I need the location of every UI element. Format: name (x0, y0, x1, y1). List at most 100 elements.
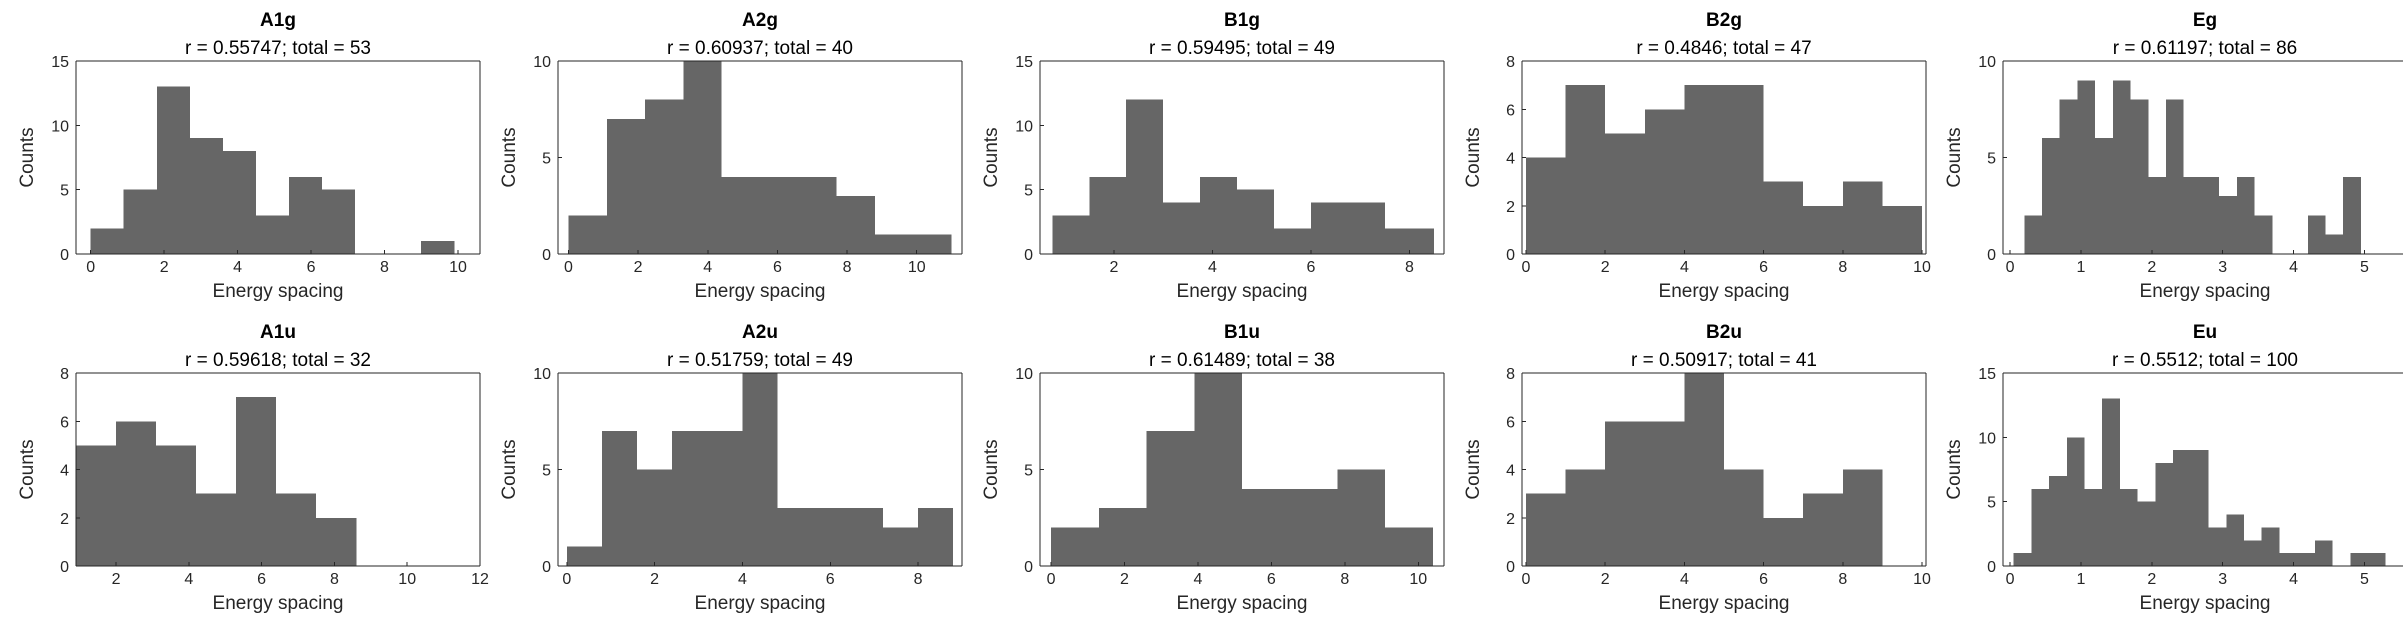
histogram-bar (2190, 450, 2209, 566)
bars (566, 373, 954, 566)
x-tick-label: 2 (160, 259, 169, 276)
chart-panel-eg: 0 1 2 3 4 5 0 5 10 Eg r = 0.61197; total = 86 Energ… (1944, 10, 2403, 302)
y-tick-label: 10 (533, 366, 551, 383)
histogram-bar (2024, 215, 2042, 254)
x-tick-label: 0 (2006, 259, 2015, 276)
chart-title: Eg (2193, 10, 2217, 31)
y-axis-label: Counts (981, 127, 1002, 187)
histogram-bar (1803, 205, 1843, 254)
x-axis-label: Energy spacing (1659, 281, 1790, 302)
x-tick-label: 10 (398, 571, 416, 588)
histogram-bar (1052, 215, 1090, 254)
y-tick-label: 10 (1978, 430, 1996, 447)
x-tick-label: 12 (471, 571, 489, 588)
x-tick-label: 8 (1838, 571, 1847, 588)
y-tick-label: 5 (60, 183, 69, 200)
histogram-bar (2137, 501, 2156, 566)
y-tick-label: 5 (1024, 183, 1033, 200)
x-tick-label: 6 (1759, 259, 1768, 276)
x-tick-label: 4 (703, 259, 712, 276)
x-axis-label: Energy spacing (2140, 281, 2271, 302)
y-tick-label: 0 (542, 559, 551, 576)
y-tick-label: 8 (1506, 366, 1515, 383)
histogram-bar (2307, 215, 2326, 254)
histogram-bar (1525, 493, 1566, 566)
x-tick-label: 2 (2147, 571, 2156, 588)
histogram-bar (566, 546, 602, 566)
histogram-bar (90, 228, 124, 254)
histogram-bar (1051, 527, 1099, 566)
x-tick-label: 6 (1267, 571, 1276, 588)
x-tick-label: 4 (1680, 259, 1689, 276)
bars (2024, 80, 2361, 254)
x-tick-label: 8 (843, 259, 852, 276)
histogram-bar (236, 397, 277, 566)
histogram-bar (683, 61, 722, 254)
bars (90, 86, 455, 254)
x-tick-label: 1 (2077, 571, 2086, 588)
chart-subtitle: r = 0.51759; total = 49 (667, 350, 853, 371)
x-tick-label: 8 (1405, 259, 1414, 276)
histogram-bar (2059, 99, 2078, 254)
histogram-bar (276, 493, 317, 566)
y-tick-label: 6 (1506, 102, 1515, 119)
histogram-bar (1763, 517, 1804, 566)
x-tick-label: 6 (1759, 571, 1768, 588)
histogram-bar (222, 151, 256, 254)
histogram-bar (1385, 527, 1433, 566)
histogram-bar (1098, 508, 1147, 566)
y-tick-label: 0 (60, 559, 69, 576)
chart-title: B1g (1224, 10, 1260, 31)
x-tick-label: 1 (2077, 259, 2086, 276)
histogram-bar (606, 118, 646, 255)
histogram-bar (1724, 85, 1764, 254)
histogram-bar (196, 493, 237, 566)
x-tick-label: 8 (1838, 259, 1847, 276)
histogram-bar (2112, 80, 2131, 254)
histogram-bar (2350, 553, 2369, 566)
histogram-bar (847, 508, 883, 566)
x-tick-label: 4 (1208, 259, 1217, 276)
y-tick-label: 10 (533, 54, 551, 71)
y-tick-label: 6 (60, 414, 69, 431)
histogram-bar (882, 527, 919, 566)
x-tick-label: 10 (1913, 571, 1931, 588)
histogram-bar (2102, 398, 2120, 566)
histogram-bar (568, 215, 607, 254)
x-tick-label: 4 (1193, 571, 1202, 588)
histogram-bar (2279, 553, 2298, 566)
x-tick-label: 4 (1680, 571, 1689, 588)
histogram-bar (2166, 99, 2184, 254)
y-tick-label: 15 (51, 54, 69, 71)
histogram-bar (1644, 421, 1685, 566)
histogram-bar (123, 189, 157, 254)
histogram-bar (1525, 157, 1566, 254)
histogram-bar (1565, 469, 1606, 566)
x-tick-label: 0 (1522, 571, 1531, 588)
histogram-bar (1684, 373, 1724, 566)
histogram-bar (2155, 463, 2174, 566)
y-axis-label: Counts (981, 439, 1002, 499)
x-tick-label: 6 (307, 259, 316, 276)
x-tick-label: 6 (1307, 259, 1316, 276)
chart-panel-eu: 0 1 2 3 4 5 0 5 10 15 Eu r = 0.5512; total = 100 Ene… (1944, 322, 2403, 614)
y-tick-label: 15 (1978, 366, 1996, 383)
chart-title: A1u (260, 322, 296, 343)
x-tick-label: 10 (908, 259, 926, 276)
x-tick-label: 2 (1109, 259, 1118, 276)
histogram-bar (2119, 488, 2138, 566)
histogram-bar (918, 508, 954, 566)
x-tick-label: 4 (2289, 259, 2298, 276)
y-tick-label: 2 (1506, 511, 1515, 528)
x-tick-label: 0 (562, 571, 571, 588)
x-tick-label: 8 (914, 571, 923, 588)
histogram-bar (1200, 176, 1238, 254)
chart-panel-b2g: 0 2 4 6 8 10 0 2 4 6 8 B2g r = 0.4846; total = 47 Ene… (1463, 10, 1931, 302)
x-tick-label: 3 (2218, 259, 2227, 276)
chart-title: Eu (2193, 322, 2217, 343)
y-tick-label: 2 (60, 511, 69, 528)
histogram-bar (721, 176, 760, 254)
x-tick-label: 6 (826, 571, 835, 588)
y-tick-label: 5 (542, 463, 551, 480)
chart-title: A2u (742, 322, 778, 343)
